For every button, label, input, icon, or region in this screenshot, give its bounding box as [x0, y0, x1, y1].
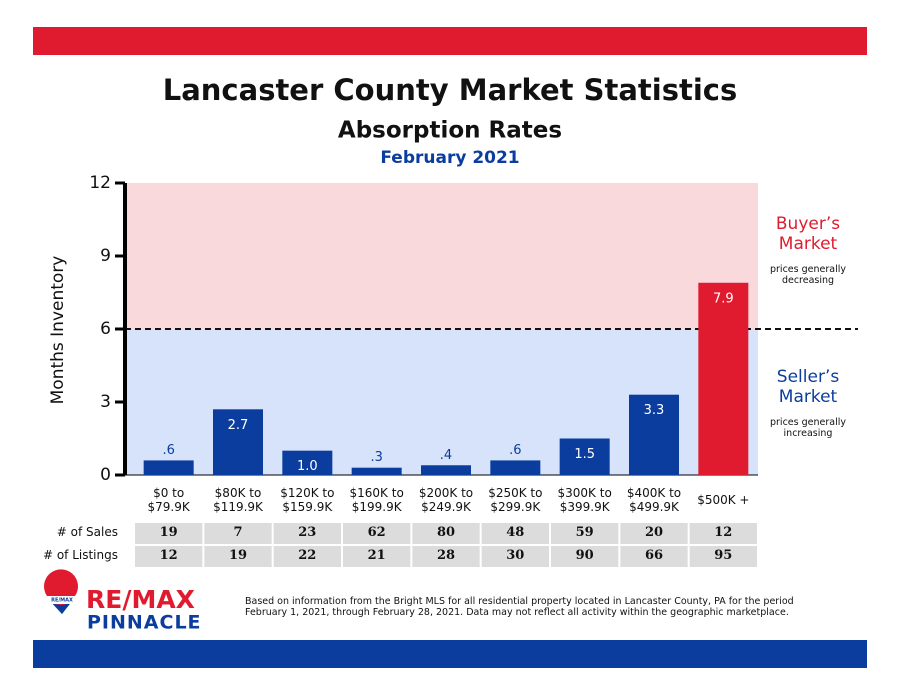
bar-label: .6: [509, 443, 521, 458]
table-cell: [551, 523, 619, 544]
table-cell: [273, 523, 341, 544]
table-cell-value: 23: [298, 525, 317, 540]
table-row-label: # of Listings: [42, 548, 118, 562]
bar-label: .4: [440, 448, 452, 463]
bar-label: 3.3: [644, 403, 665, 418]
bar: [213, 409, 263, 475]
zone-note: prices generally decreasing: [770, 264, 846, 286]
table-cell-value: 12: [714, 525, 733, 540]
table-cell-value: 59: [575, 525, 594, 540]
bar-label: 1.0: [297, 459, 318, 474]
table-cell: [412, 523, 480, 544]
table-cell: [412, 546, 480, 567]
x-tick-label: $80K to $119.9K: [213, 486, 263, 514]
table-cell: [204, 523, 272, 544]
table-cell: [689, 546, 757, 567]
table-cell-value: 7: [233, 525, 243, 540]
bar-label: 2.7: [228, 418, 249, 433]
table-cell: [273, 546, 341, 567]
bar-label: .6: [162, 443, 174, 458]
table-cell: [481, 523, 549, 544]
table-row-label: # of Sales: [56, 525, 118, 539]
x-tick-label: $120K to $159.9K: [280, 486, 335, 514]
table-cell: [343, 546, 411, 567]
bar: [351, 467, 402, 475]
bottom-band: [33, 640, 867, 668]
table-cell: [204, 546, 272, 567]
table-cell: [620, 546, 688, 567]
y-tick-label: 0: [100, 465, 111, 485]
chart-date: February 2021: [380, 148, 519, 168]
zone-above: [125, 183, 758, 329]
table-cell-value: 21: [367, 548, 386, 563]
table-cell-value: 30: [506, 548, 525, 563]
table-cell-value: 20: [644, 525, 664, 540]
bar: [629, 394, 679, 475]
table-cell-value: 48: [506, 525, 525, 540]
table-cell-value: 22: [298, 548, 317, 563]
logo-badge: RE/MAX: [51, 598, 73, 604]
bar: [698, 282, 749, 475]
table-cell-value: 95: [714, 548, 733, 563]
table-cell: [620, 523, 688, 544]
table-cell: [135, 546, 203, 567]
y-tick-label: 12: [89, 173, 111, 193]
y-tick-label: 3: [100, 392, 111, 412]
logo-badge-strip: [46, 596, 78, 604]
zone-note: prices generally increasing: [770, 417, 846, 439]
x-tick-label: $200K to $249.9K: [418, 486, 474, 514]
table-cell: [481, 546, 549, 567]
x-tick-label: $500K +: [697, 493, 750, 508]
zone-title: Buyer’s Market: [775, 214, 841, 254]
bar: [143, 460, 194, 475]
table-cell-value: 62: [367, 525, 386, 540]
bar-label: .3: [370, 450, 382, 465]
table-cell-value: 12: [159, 548, 178, 563]
y-tick-label: 6: [100, 319, 111, 339]
table-cell-value: 80: [436, 525, 456, 540]
y-tick-label: 9: [100, 246, 111, 266]
table-cell: [135, 523, 203, 544]
x-tick-label: $160K to $199.9K: [349, 486, 404, 514]
bar: [490, 460, 541, 475]
table-cell: [551, 546, 619, 567]
bar: [421, 465, 471, 475]
table-cell: [689, 523, 757, 544]
chart-title: Lancaster County Market Statistics: [163, 73, 738, 107]
bar-label: 1.5: [574, 447, 595, 462]
table-cell: [343, 523, 411, 544]
bar: [559, 438, 610, 475]
zone-title: Seller’s Market: [776, 367, 840, 407]
logo-office: PINNACLE: [87, 612, 202, 634]
top-band: [33, 27, 867, 55]
x-tick-label: $250K to $299.9K: [488, 486, 543, 514]
chart-subtitle: Absorption Rates: [338, 118, 562, 144]
table-cell-value: 28: [436, 548, 456, 563]
table-cell-value: 19: [228, 548, 248, 563]
logo-balloon-base: [49, 600, 73, 614]
footnote: Based on information from the Bright MLS…: [245, 596, 794, 618]
x-tick-label: $0 to $79.9K: [147, 486, 190, 514]
table-cell-value: 66: [644, 548, 664, 563]
table-cell-value: 90: [575, 548, 594, 563]
bar-label: 7.9: [713, 291, 734, 306]
y-axis-label: Months Inventory: [48, 256, 68, 405]
bar: [282, 450, 333, 475]
table-cell-value: 19: [159, 525, 178, 540]
x-tick-label: $400K to $499.9K: [626, 486, 682, 514]
x-tick-label: $300K to $399.9K: [557, 486, 612, 514]
logo-brand: RE/MAX: [86, 585, 195, 614]
